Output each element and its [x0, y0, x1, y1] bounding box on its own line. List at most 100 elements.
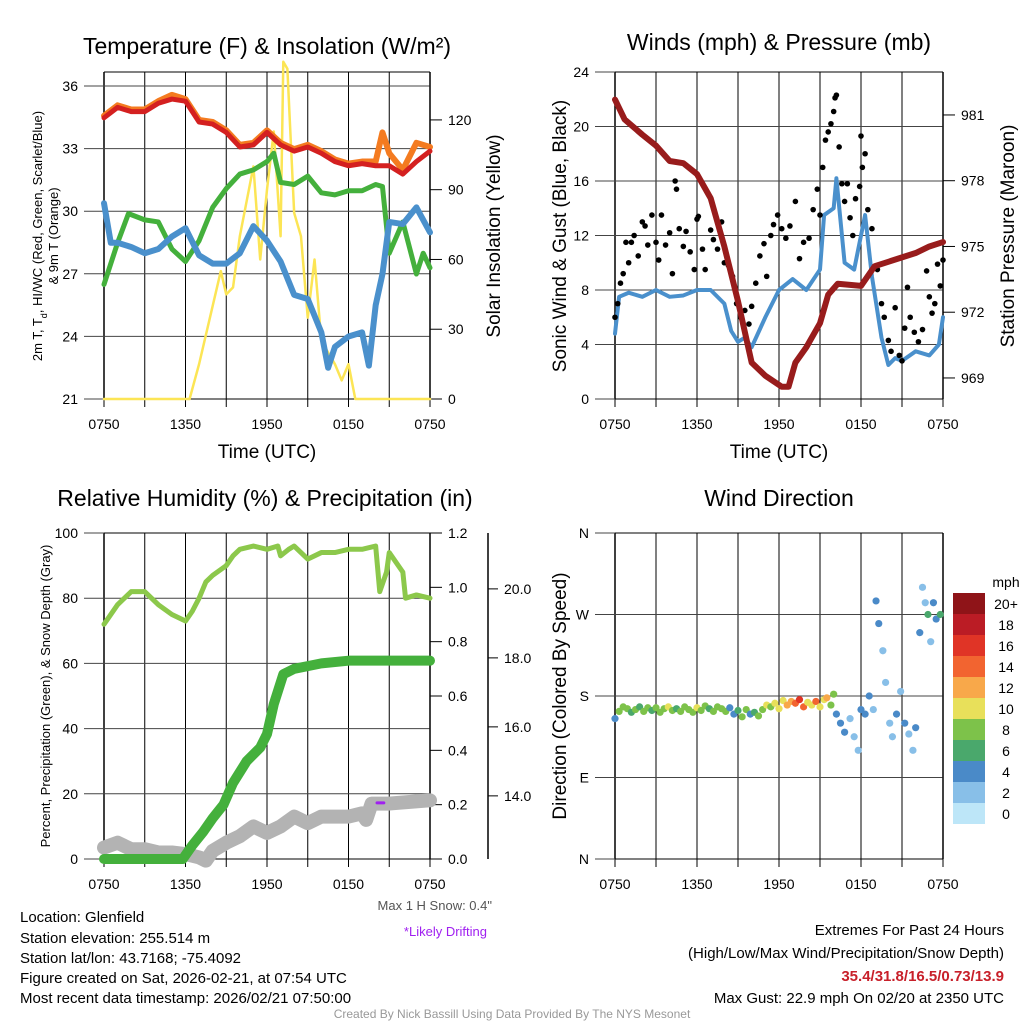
rh-title: Relative Humidity (%) & Precipitation (i… [57, 485, 472, 511]
temp-title: Temperature (F) & Insolation (W/m²) [83, 33, 451, 59]
direction-point [924, 610, 932, 619]
gust-point [768, 232, 774, 239]
temp-xlabel: Time (UTC) [218, 442, 317, 463]
direction-point [795, 696, 804, 704]
direction-point [927, 638, 935, 646]
credit: Created By Nick Bassill Using Data Provi… [334, 1007, 691, 1021]
y2-tick-label: 30 [448, 321, 464, 337]
gust-point [620, 270, 626, 277]
gust-point [757, 253, 763, 259]
y2-tick-label: 969 [961, 370, 985, 386]
direction-point [738, 713, 746, 721]
y-tick-label: 16 [573, 173, 589, 189]
y-tick-label: 21 [62, 391, 78, 407]
y-tick-label: 33 [62, 141, 78, 157]
gust-point [752, 280, 759, 286]
temp-ylabel: 2m T, Td, HI/WC (Red, Green, Scarlet/Blu… [30, 111, 49, 361]
extremes-title: Extremes For Past 24 Hours [815, 922, 1004, 939]
latlon: Station lat/lon: 43.7168; -75.4092 [20, 950, 241, 967]
gust-point [623, 239, 629, 246]
direction-point [916, 629, 924, 637]
elevation: Station elevation: 255.514 m [20, 930, 210, 947]
gust-point [850, 232, 856, 239]
legend-swatch [953, 614, 985, 635]
gust-point [937, 283, 944, 289]
gust-point [748, 303, 755, 310]
rh-plot: 0750 1350 1950 0150 0750 100 80 60 40 20 0 1.2 1.0 0.… [55, 525, 532, 892]
wind-y2label: Station Pressure (Maroon) [998, 125, 1019, 348]
direction-point [830, 690, 838, 698]
gust-point [680, 243, 687, 250]
x-tick-label: 0150 [333, 416, 364, 432]
gust-point [774, 212, 781, 218]
gust-point [635, 253, 642, 259]
legend-label: 20+ [994, 596, 1018, 612]
y-tick-label: 30 [62, 203, 78, 219]
y-tick-label: 24 [573, 64, 589, 80]
gust-point [800, 239, 807, 246]
gust-point [814, 186, 821, 192]
y-tick-label: W [576, 607, 590, 623]
gust-point [901, 325, 908, 331]
gust-point [761, 240, 767, 247]
gust-point [915, 338, 922, 345]
x-tick-label: 1350 [681, 876, 712, 892]
y-tick-label: 4 [581, 337, 589, 353]
direction-point [912, 724, 920, 732]
x-tick-label: 0150 [845, 416, 876, 432]
gust-point [856, 183, 863, 190]
gust-point [695, 213, 702, 220]
gust-point [806, 235, 812, 242]
direction-point [850, 733, 858, 741]
y2-tick-label: 0.8 [448, 634, 468, 650]
direction-point [936, 610, 944, 619]
gust-point [926, 294, 933, 300]
gust-point [819, 164, 826, 171]
direction-point [726, 704, 734, 712]
y2-tick-label: 120 [448, 112, 472, 128]
x-tick-label: 1950 [251, 876, 282, 892]
gust-point [934, 261, 941, 267]
gust-point [742, 307, 748, 314]
gust-point [792, 198, 799, 205]
legend-swatch [953, 635, 985, 656]
legend-swatch [953, 803, 985, 824]
legend-label: 2 [1002, 785, 1010, 801]
gust-point [649, 212, 655, 218]
y-tick-label: 0 [70, 851, 78, 867]
series-pressure [612, 96, 946, 390]
direction-point [861, 710, 869, 718]
direction-point [611, 715, 619, 723]
legend-label: 10 [998, 701, 1014, 717]
y2-tick-label: 0.4 [448, 742, 468, 758]
legend-label: 6 [1002, 743, 1010, 759]
gust-point [923, 268, 930, 274]
gust-point [658, 212, 665, 218]
direction-point [886, 719, 894, 727]
y3-tick-label: 20.0 [504, 581, 531, 597]
gust-point [932, 300, 938, 307]
direction-point [734, 706, 742, 715]
direction-point [854, 746, 862, 754]
direction-point [865, 692, 873, 700]
legend-swatch [953, 740, 985, 761]
direction-point [879, 647, 887, 655]
gust-point [707, 227, 714, 233]
y2-tick-label: 0.6 [448, 688, 468, 704]
wind-xlabel: Time (UTC) [730, 442, 829, 463]
gust-point [673, 186, 680, 192]
legend-swatch [953, 656, 985, 677]
x-tick-label: 0150 [845, 876, 876, 892]
gust-point [617, 280, 624, 286]
gust-point [825, 129, 831, 135]
gust-point [614, 300, 621, 307]
gust-point [770, 221, 777, 228]
x-tick-label: 1950 [251, 416, 282, 432]
direction-point [872, 597, 880, 605]
temp-ylabel-2: & 9m T (Orange) [46, 187, 61, 284]
gust-point [763, 273, 770, 280]
series-wind-chill [101, 200, 433, 371]
gust-point [672, 178, 678, 184]
gust-point [885, 337, 892, 344]
